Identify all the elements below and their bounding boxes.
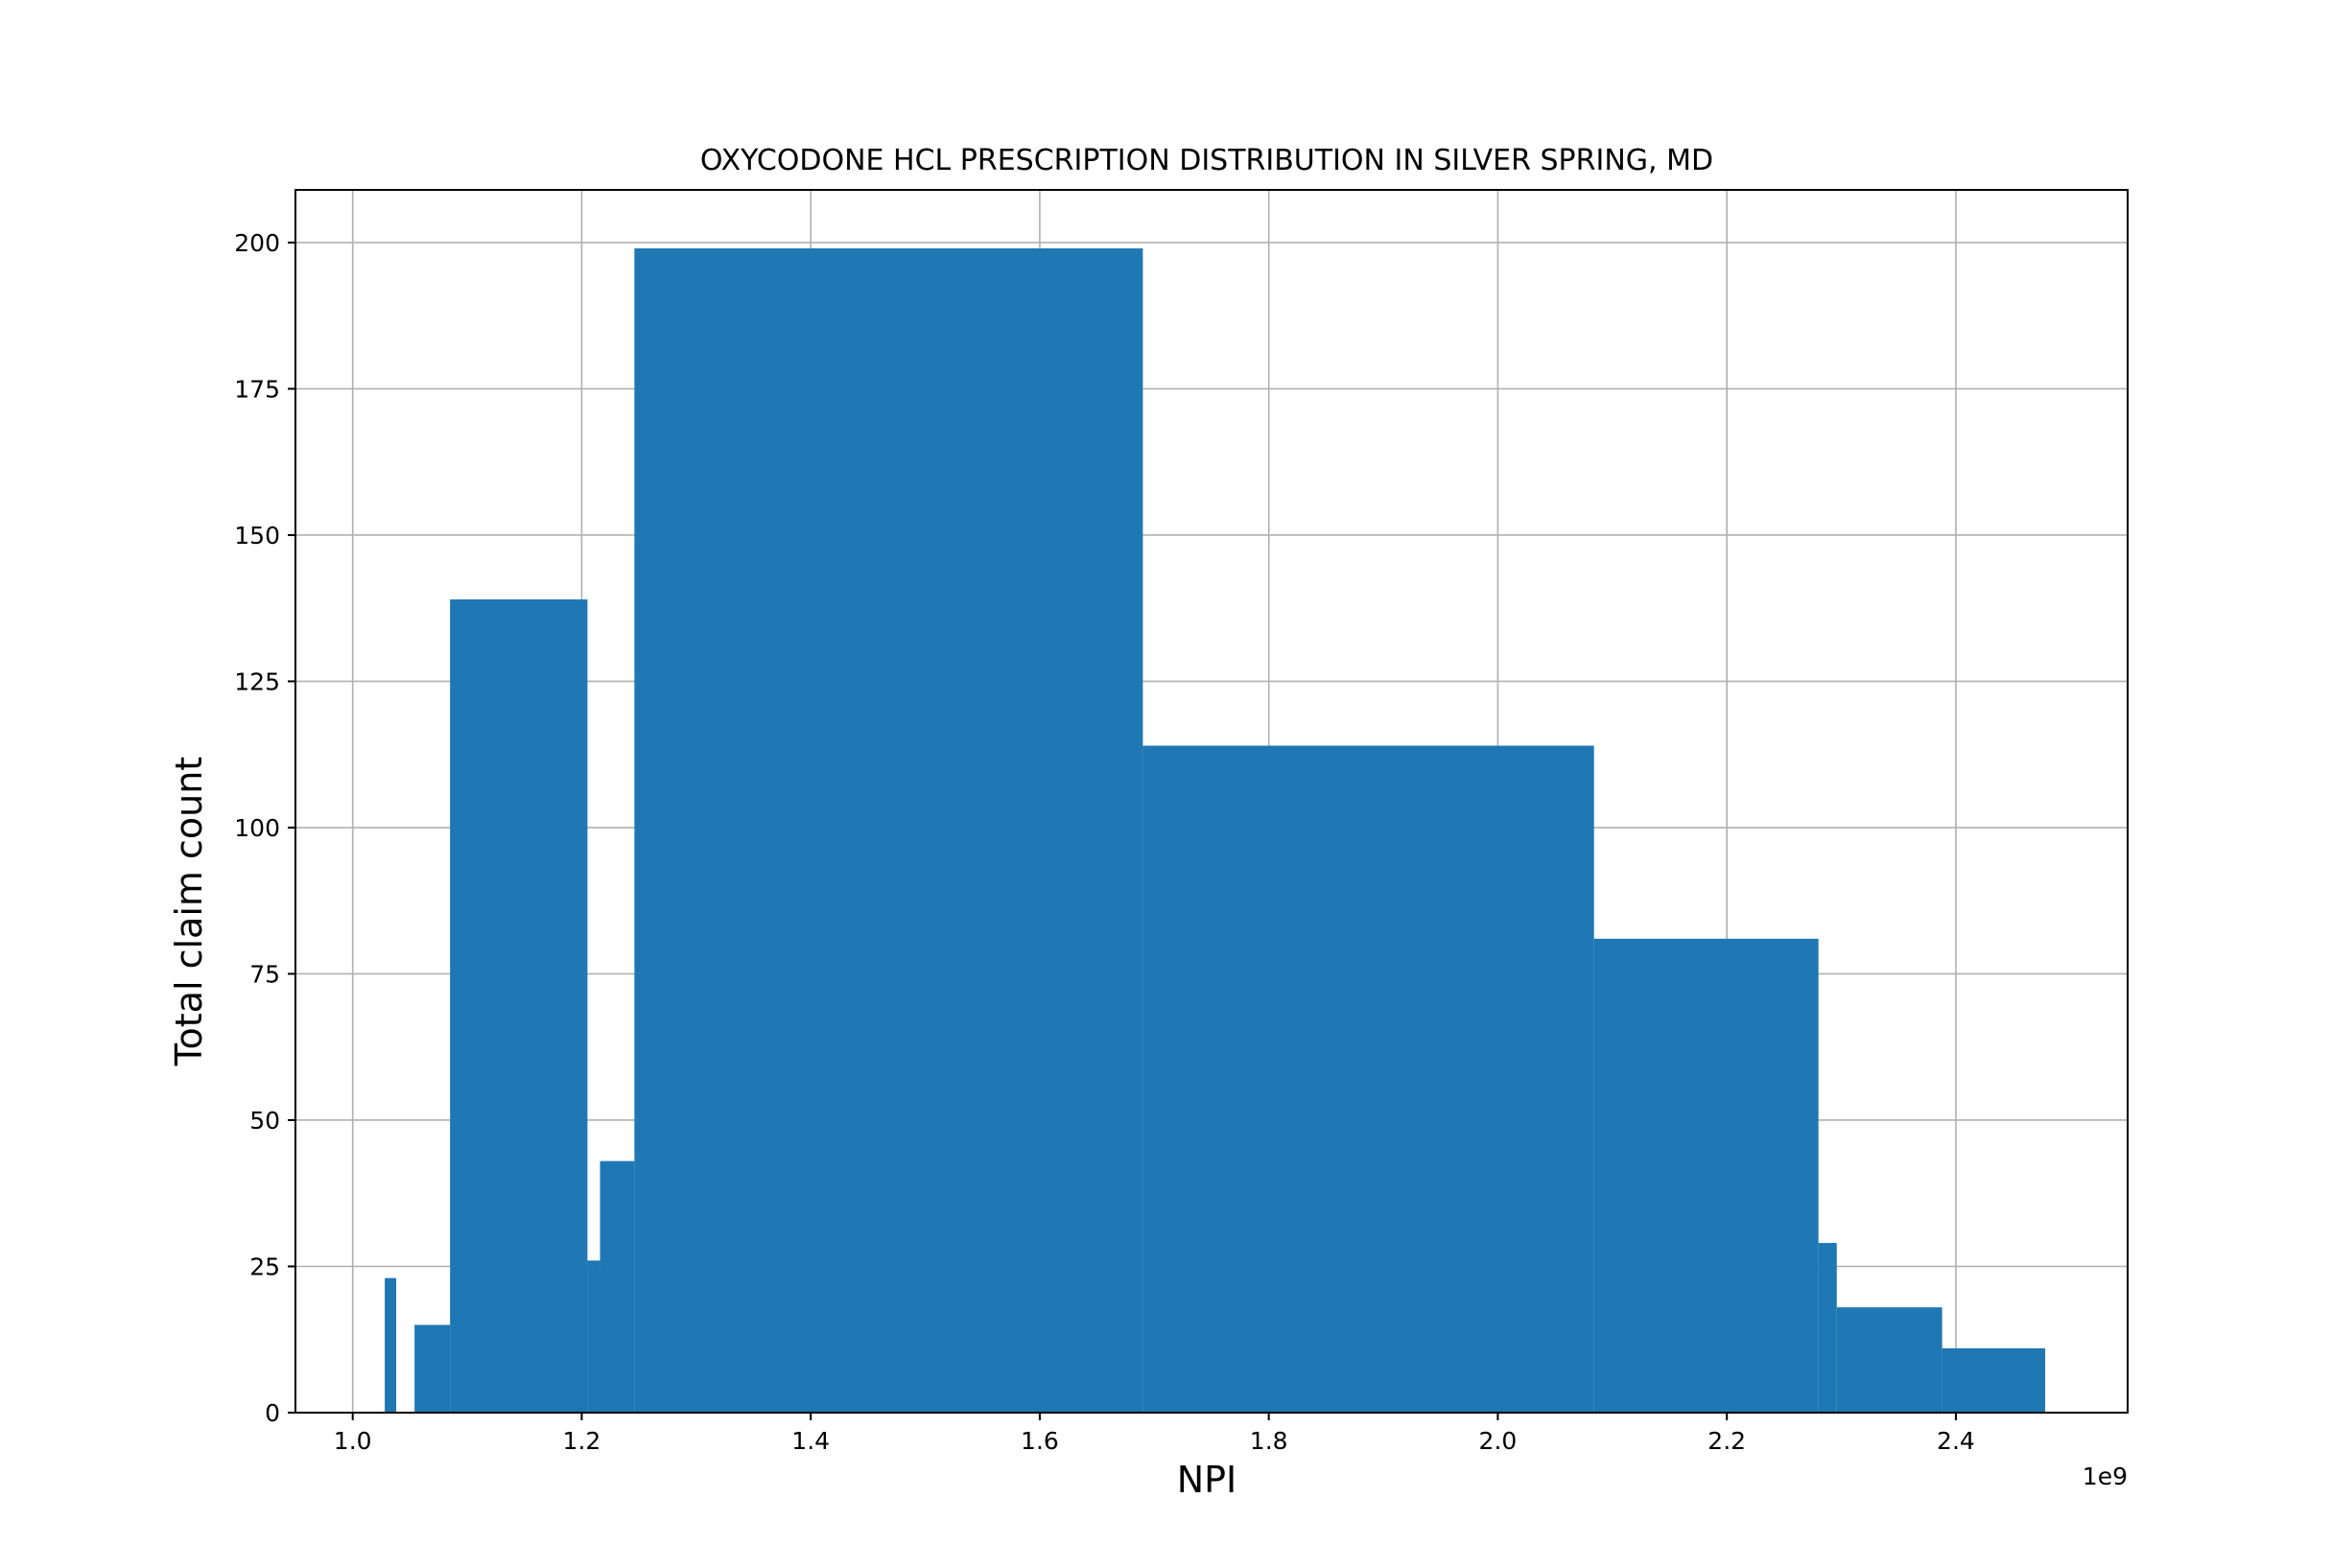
x-tick-label: 1.2 (563, 1427, 601, 1455)
histogram-bar (600, 1160, 635, 1413)
histogram-bar (414, 1324, 451, 1413)
y-tick-label: 100 (234, 814, 280, 842)
x-tick-label: 1.0 (334, 1427, 372, 1455)
histogram-bar (1818, 1243, 1837, 1413)
x-axis-label: NPI (1177, 1459, 1237, 1501)
x-tick-label: 2.0 (1479, 1427, 1518, 1455)
plot-frame (294, 189, 2129, 1414)
y-axis-label: Total claim count (168, 757, 210, 1066)
histogram-bar (634, 248, 1143, 1414)
x-tick-label: 1.8 (1250, 1427, 1288, 1455)
x-axis-offset-label: 1e9 (2083, 1463, 2128, 1490)
y-tick-label: 175 (234, 375, 280, 403)
chart-title: OXYCODONE HCL PRESCRIPTION DISTRIBUTION … (700, 144, 1713, 177)
histogram-bar (450, 599, 588, 1413)
y-tick-label: 150 (234, 522, 280, 550)
x-tick-label: 1.6 (1021, 1427, 1059, 1455)
histogram-bar (1593, 938, 1819, 1413)
histogram-bar (587, 1260, 600, 1413)
x-tick-label: 2.2 (1707, 1427, 1746, 1455)
x-tick-label: 2.4 (1937, 1427, 1975, 1455)
bars (385, 248, 2046, 1414)
y-tick-label: 200 (234, 229, 280, 257)
histogram-bar (1836, 1307, 1942, 1413)
y-tick-label: 75 (249, 960, 280, 988)
histogram-bar (385, 1277, 397, 1413)
histogram-bar (1942, 1347, 2046, 1413)
y-tick-label: 25 (249, 1252, 280, 1280)
y-tick-label: 0 (265, 1399, 280, 1427)
x-tick-label: 1.4 (791, 1427, 830, 1455)
y-tick-label: 50 (249, 1107, 280, 1135)
histogram-bar (1142, 745, 1594, 1413)
axes: 1.0 1.2 1.4 1.6 1.8 2.0 2.2 2.4 0 25 50 75 100 125 150… (234, 189, 2129, 1455)
y-tick-label: 125 (234, 667, 280, 695)
